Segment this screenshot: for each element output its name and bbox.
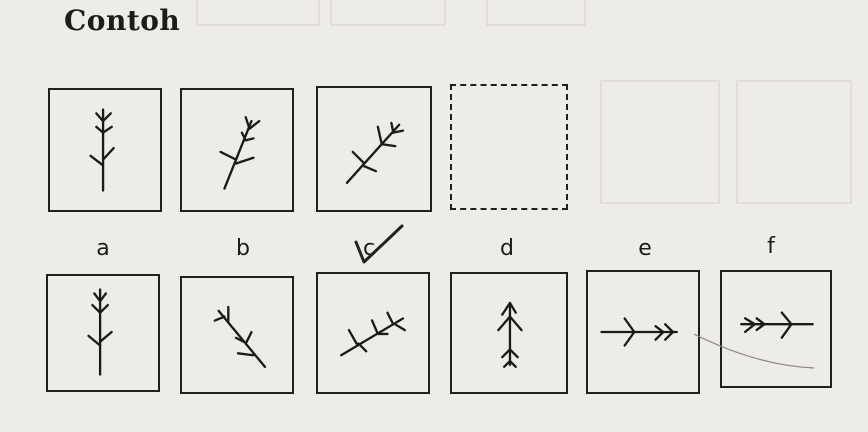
page-title: Contoh <box>64 4 181 37</box>
branch-figure <box>87 288 113 376</box>
option-label-b: b <box>236 236 250 261</box>
option-label-e: e <box>638 236 652 261</box>
bleed-through-frame <box>736 80 852 204</box>
check-mark-icon <box>354 224 404 264</box>
branch-figure <box>600 317 678 347</box>
question-box-3 <box>316 86 432 212</box>
bleed-through-frame <box>600 80 720 204</box>
question-box-1 <box>48 88 162 212</box>
stray-pencil-mark <box>693 333 815 369</box>
option-label-f: f <box>767 234 775 259</box>
option-box-d[interactable] <box>450 272 568 394</box>
question-box-2 <box>180 88 294 212</box>
branch-figure <box>89 108 115 192</box>
option-box-a[interactable] <box>46 274 160 392</box>
branch-figure <box>345 121 405 184</box>
option-label-a: a <box>96 236 110 261</box>
bleed-through-frame <box>330 0 446 26</box>
option-label-d: d <box>500 236 514 261</box>
option-box-f[interactable] <box>720 270 832 388</box>
branch-figure <box>497 301 523 368</box>
option-box-b[interactable] <box>180 276 294 394</box>
bleed-through-frame <box>196 0 320 26</box>
branch-figure <box>213 305 267 368</box>
option-box-c[interactable] <box>316 272 430 394</box>
option-box-e[interactable] <box>586 270 700 394</box>
branch-figure <box>340 311 406 357</box>
branch-figure <box>219 116 261 190</box>
answer-placeholder-box <box>450 84 568 210</box>
bleed-through-frame <box>486 0 586 26</box>
branch-figure <box>740 311 814 339</box>
